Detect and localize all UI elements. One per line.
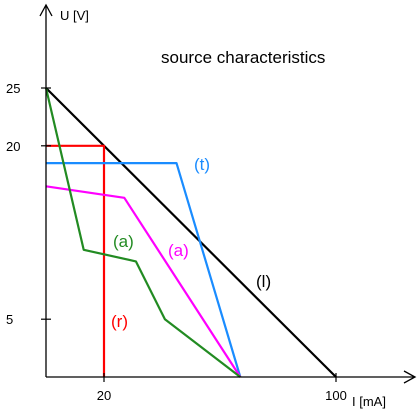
y-tick-label-20: 20 [6, 139, 20, 154]
y-axis-arrow [39, 3, 53, 17]
labels-layer: (t) (a) (a) (l) (r) [111, 155, 271, 331]
series-line-a-magenta [45, 185, 242, 378]
series-label-a-green: (a) [113, 232, 134, 251]
series-layer [44, 87, 337, 378]
chart-title: source characteristics [161, 48, 325, 67]
series-line-a-green [44, 87, 241, 378]
series-label-t: (t) [194, 155, 210, 174]
x-tick-label-20: 20 [97, 388, 111, 403]
series-line-t [46, 162, 242, 378]
x-axis-label: I [mA] [352, 394, 386, 409]
series-label-a-magenta: (a) [168, 241, 189, 260]
series-line-l [45, 87, 337, 378]
ticks-layer: 25 20 5 20 100 [6, 81, 347, 403]
series-label-r: (r) [111, 312, 128, 331]
series-line-r [46, 144, 106, 377]
y-tick-label-5: 5 [6, 312, 13, 327]
y-axis-label: U [V] [60, 8, 89, 23]
axes-layer [39, 3, 417, 384]
series-label-l: (l) [256, 272, 271, 291]
y-tick-label-25: 25 [6, 81, 20, 96]
x-axis-arrow [403, 370, 417, 384]
x-tick-label-100: 100 [325, 388, 347, 403]
